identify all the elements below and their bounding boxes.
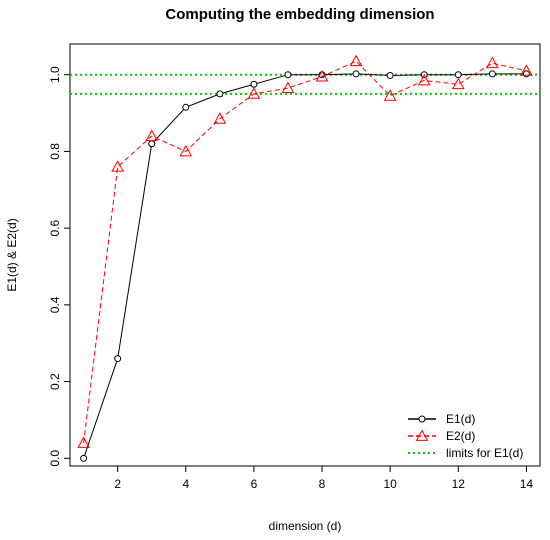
x-tick-label: 12	[452, 477, 466, 491]
series-2-point	[247, 87, 261, 99]
series-1-point	[80, 454, 88, 462]
series-1-point	[522, 70, 530, 78]
legend-marker	[415, 429, 429, 441]
x-axis: 2 4 6 8 10 12 14	[114, 466, 533, 491]
x-tick-label: 2	[114, 477, 121, 491]
series-1-point	[182, 103, 190, 111]
legend-entry: E2(d)	[408, 429, 475, 443]
x-tick-label: 4	[182, 477, 189, 491]
series-2-point	[77, 436, 90, 448]
y-axis: 0.0 0.2 0.4 0.6 0.8 1.0	[48, 66, 70, 467]
series-2-point	[520, 64, 533, 76]
legend-marker	[418, 415, 426, 423]
series-1-point	[216, 90, 224, 98]
series-1-point	[148, 140, 156, 148]
series-1-point	[284, 71, 292, 79]
y-tick-label: 0.2	[48, 373, 62, 390]
series-1-point	[386, 71, 394, 79]
series-2-point	[281, 81, 295, 94]
series-1-point	[488, 70, 496, 78]
chart-title: Computing the embedding dimension	[165, 6, 434, 23]
series-2-point	[349, 54, 363, 67]
y-tick-label: 0.8	[48, 143, 62, 160]
series-2-point	[145, 129, 159, 141]
series-2-point	[417, 73, 431, 86]
series-1-point	[454, 71, 462, 79]
series-2-line	[83, 60, 527, 444]
series-2	[77, 54, 533, 448]
series-2-point	[213, 112, 227, 124]
x-axis-label: dimension (d)	[269, 519, 342, 533]
y-tick-label: 0.6	[48, 219, 62, 236]
series-2-point	[179, 144, 193, 157]
y-axis-label: E1(d) & E2(d)	[5, 218, 19, 291]
legend-entry: E1(d)	[408, 412, 475, 426]
series-2-point	[383, 89, 397, 101]
legend-entry: limits for E1(d)	[408, 446, 523, 460]
series-layer	[77, 54, 533, 462]
series-1-point	[250, 80, 258, 88]
y-tick-label: 0.0	[48, 450, 62, 467]
series-2-point	[111, 160, 125, 172]
series-1	[80, 70, 530, 462]
legend-label: limits for E1(d)	[446, 446, 523, 460]
series-1-point	[114, 355, 122, 363]
plot-frame	[69, 43, 541, 467]
series-2-point	[315, 70, 329, 82]
x-tick-label: 14	[520, 477, 534, 491]
x-tick-label: 6	[251, 477, 258, 491]
series-1-point	[352, 70, 360, 78]
legend-label: E2(d)	[446, 429, 475, 443]
legend-label: E1(d)	[446, 412, 475, 426]
x-tick-label: 8	[319, 477, 326, 491]
series-1-line	[83, 73, 527, 459]
series-2-point	[451, 77, 465, 90]
y-tick-label: 1.0	[48, 66, 62, 83]
y-tick-label: 0.4	[48, 296, 62, 313]
series-2-point	[485, 56, 499, 69]
legend: E1(d) E2(d) limits for E1(d)	[408, 412, 523, 460]
x-tick-label: 10	[383, 477, 397, 491]
